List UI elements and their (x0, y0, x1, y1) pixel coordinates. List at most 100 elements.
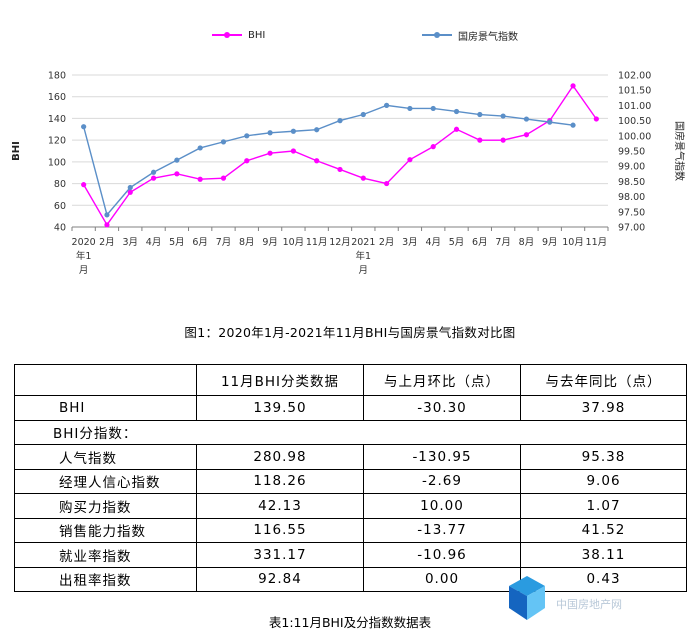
table-cell: 92.84 (196, 566, 364, 592)
table-cell: 42.13 (196, 493, 364, 519)
x-tick-label: 2月 (99, 237, 115, 248)
table-cell: 0.43 (520, 566, 687, 592)
data-point-guofang (477, 111, 483, 118)
table-cell: 38.11 (520, 542, 687, 568)
data-point-bhi (570, 83, 576, 89)
data-point-bhi (104, 222, 110, 228)
table-row: 购买力指数 42.13 10.00 1.07 (14, 493, 687, 519)
table-cell: 139.50 (196, 395, 364, 421)
table-cell: -13.77 (363, 517, 521, 543)
table-row: 出租率指数 92.84 0.00 0.43 (14, 566, 687, 592)
x-tick-label: 12月 (329, 237, 351, 248)
data-point-bhi (244, 158, 250, 164)
data-point-bhi (337, 166, 343, 173)
x-tick-label: 11月 (306, 237, 328, 248)
y-right-tick-label: 99.50 (618, 147, 645, 158)
row-label: BHI分指数： (14, 419, 687, 445)
y-right-tick-label: 100.50 (618, 116, 651, 127)
x-tick-label: 3月 (122, 237, 138, 248)
data-point-bhi (220, 175, 227, 181)
data-point-bhi (174, 171, 180, 177)
x-tick-label: 5月 (169, 237, 185, 248)
x-tick-label: 2月 (379, 237, 395, 248)
table-cell: 9.06 (520, 468, 687, 494)
data-point-guofang (104, 212, 110, 218)
y-left-tick-label: 180 (48, 71, 66, 82)
y-right-tick-label: 98.50 (618, 177, 645, 188)
legend-item-bhi: BHI (212, 26, 265, 44)
y-right-tick-label: 97.50 (618, 207, 645, 218)
data-point-bhi (314, 158, 320, 164)
data-point-guofang (290, 128, 296, 134)
data-point-bhi (384, 180, 390, 187)
data-point-bhi (81, 182, 87, 188)
row-label: 经理人信心指数 (14, 468, 197, 494)
x-tick-label: 8月 (519, 237, 535, 248)
table-cell: 280.98 (196, 444, 364, 470)
y-right-tick-label: 101.00 (618, 101, 651, 112)
row-label: 购买力指数 (14, 493, 197, 519)
table-cell: 1.07 (520, 493, 687, 519)
x-tick-label: 2021 年1 月 (351, 237, 375, 276)
data-point-guofang (337, 118, 343, 124)
data-point-bhi (267, 150, 273, 156)
table-header-cell: 与上月环比（点） (363, 364, 521, 396)
x-tick-label: 3月 (402, 237, 418, 248)
data-point-guofang (570, 122, 576, 128)
data-table: 11月BHI分类数据 与上月环比（点） 与去年同比（点） BHI 139.50 … (14, 364, 687, 592)
x-tick-label: 6月 (192, 237, 208, 248)
y-right-tick-label: 98.00 (618, 192, 645, 203)
y-left-tick-label: 160 (48, 92, 66, 103)
table-cell: 331.17 (196, 542, 364, 568)
table-cell: -10.96 (363, 542, 521, 568)
y-left-tick-label: 80 (54, 179, 66, 190)
x-tick-label: 5月 (449, 237, 465, 248)
data-point-guofang (360, 111, 366, 118)
chart-area: BHI 国房景气指数 40 60 80 100 120 140 160 180 97.00 97.… (0, 0, 700, 300)
y-right-tick-label: 99.00 (618, 162, 645, 173)
y-left-tick-label: 140 (48, 114, 66, 125)
data-point-guofang (81, 124, 87, 130)
x-tick-label: 11月 (586, 237, 608, 248)
data-point-guofang (150, 169, 157, 175)
y-right-tick-label: 97.00 (618, 223, 645, 234)
data-point-guofang (430, 105, 436, 112)
data-point-guofang (407, 105, 413, 112)
x-tick-label: 9月 (262, 237, 278, 248)
data-point-guofang (197, 145, 203, 151)
table-header-cell (14, 364, 197, 396)
row-label: BHI (14, 395, 197, 421)
row-label: 销售能力指数 (14, 517, 197, 543)
table-row: BHI 139.50 -30.30 37.98 (14, 395, 687, 421)
y-right-tick-label: 100.00 (618, 131, 651, 142)
y-left-tick-label: 120 (48, 136, 66, 147)
series-line-bhi (83, 84, 597, 227)
data-point-guofang (384, 102, 390, 108)
y-right-tick-label: 102.00 (618, 71, 651, 82)
table-cell: 10.00 (363, 493, 521, 519)
row-label: 就业率指数 (14, 542, 197, 568)
table-cell: 116.55 (196, 517, 364, 543)
data-point-guofang (267, 130, 273, 136)
table-row: 人气指数 280.98 -130.95 95.38 (14, 444, 687, 470)
data-point-bhi (127, 189, 133, 195)
row-label: 人气指数 (14, 444, 197, 470)
data-point-bhi (477, 137, 483, 143)
data-point-guofang (500, 113, 506, 119)
x-tick-label: 10月 (283, 237, 305, 248)
data-point-bhi (593, 116, 599, 122)
table-cell: 41.52 (520, 517, 687, 543)
x-tick-label: 7月 (216, 237, 232, 248)
line-chart: 40 60 80 100 120 140 160 180 97.00 97.50 98.00 98.5… (11, 71, 686, 277)
data-point-bhi (360, 175, 366, 181)
table-cell: 37.98 (520, 395, 687, 421)
table-header-cell: 与去年同比（点） (520, 364, 687, 396)
table-row: 经理人信心指数 118.26 -2.69 9.06 (14, 468, 687, 494)
x-tick-label: 7月 (495, 237, 511, 248)
data-point-bhi (430, 144, 436, 150)
data-point-guofang (244, 133, 250, 139)
x-tick-label: 6月 (472, 237, 488, 248)
x-tick-label: 10月 (562, 237, 584, 248)
table-cell: -130.95 (363, 444, 521, 470)
table-caption: 表1:11月BHI及分指数数据表 (268, 615, 432, 630)
